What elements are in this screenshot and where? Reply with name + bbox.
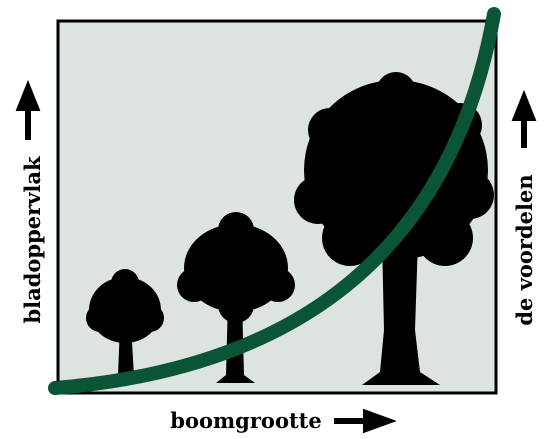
page: bladoppervlak de voordelen boomgrootte (…: [0, 0, 549, 439]
bottom-axis: boomgrootte: [170, 408, 388, 433]
right-arrow: [334, 413, 388, 429]
x-axis-label: boomgrootte: [170, 408, 321, 433]
y-axis-label: bladoppervlak: [20, 156, 45, 324]
up-arrow: [20, 88, 36, 140]
diagram: bladoppervlak de voordelen boomgrootte: [0, 0, 549, 439]
right-axis: de voordelen: [512, 98, 537, 326]
up-arrow: [516, 98, 532, 148]
left-axis: bladoppervlak: [20, 88, 45, 324]
right-label: de voordelen: [512, 174, 537, 325]
